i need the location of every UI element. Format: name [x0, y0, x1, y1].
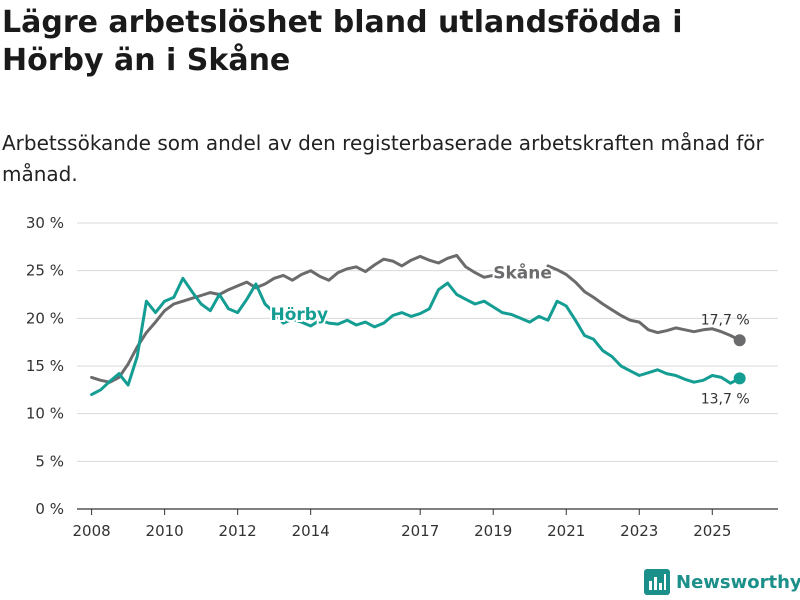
- series-label-skane: Skåne: [493, 261, 552, 283]
- x-tick-label: 2023: [620, 522, 658, 540]
- x-tick-label: 2025: [693, 522, 731, 540]
- x-tick-label: 2021: [547, 522, 585, 540]
- page-title: Lägre arbetslöshet bland utlandsfödda i …: [2, 5, 683, 78]
- line-chart: 0 %5 %10 %15 %20 %25 %30 % 2008 2010 2012 2…: [26, 214, 778, 540]
- x-tick-label: 2012: [219, 522, 257, 540]
- series-line-skne: [90, 253, 504, 384]
- page-subtitle: Arbetssökande som andel av den registerb…: [2, 131, 764, 186]
- end-value-label-horby: 13,7 %: [701, 391, 750, 407]
- x-tick-label: 2014: [292, 522, 330, 540]
- series-end-point-hrby: [733, 372, 746, 385]
- y-axis: 0 % 5 % 10 % 15 % 20 % 25 % 30 %: [26, 214, 64, 518]
- series-end-point-skne: [733, 334, 746, 347]
- y-tick-label: 20 %: [26, 309, 64, 327]
- x-tick-label: 2010: [146, 522, 184, 540]
- x-tick-label: 2019: [474, 522, 512, 540]
- y-tick-label: 10 %: [26, 405, 64, 423]
- x-tick-label: 2008: [73, 522, 111, 540]
- series-line-hrby: [90, 276, 742, 397]
- x-axis: 2008 2010 2012 2014 2017 2019 2021 2023 2025: [73, 509, 731, 540]
- bar-chart-icon: [644, 569, 670, 595]
- y-tick-label: 25 %: [26, 262, 64, 280]
- series-lines: [90, 253, 746, 397]
- y-tick-label: 30 %: [26, 214, 64, 232]
- brand-name: Newsworthy: [676, 571, 800, 593]
- x-tick-label: 2017: [401, 522, 439, 540]
- y-tick-label: 0 %: [35, 500, 64, 518]
- series-labels: Skåne Hörby 17,7 % 13,7 %: [269, 259, 750, 407]
- end-value-label-skane: 17,7 %: [701, 312, 750, 328]
- newsworthy-logo: Newsworthy: [644, 569, 800, 595]
- series-line-skne: [546, 264, 742, 342]
- series-label-horby: Hörby: [271, 305, 329, 325]
- y-tick-label: 15 %: [26, 357, 64, 375]
- y-tick-label: 5 %: [35, 452, 64, 470]
- chart-grid: [77, 222, 778, 510]
